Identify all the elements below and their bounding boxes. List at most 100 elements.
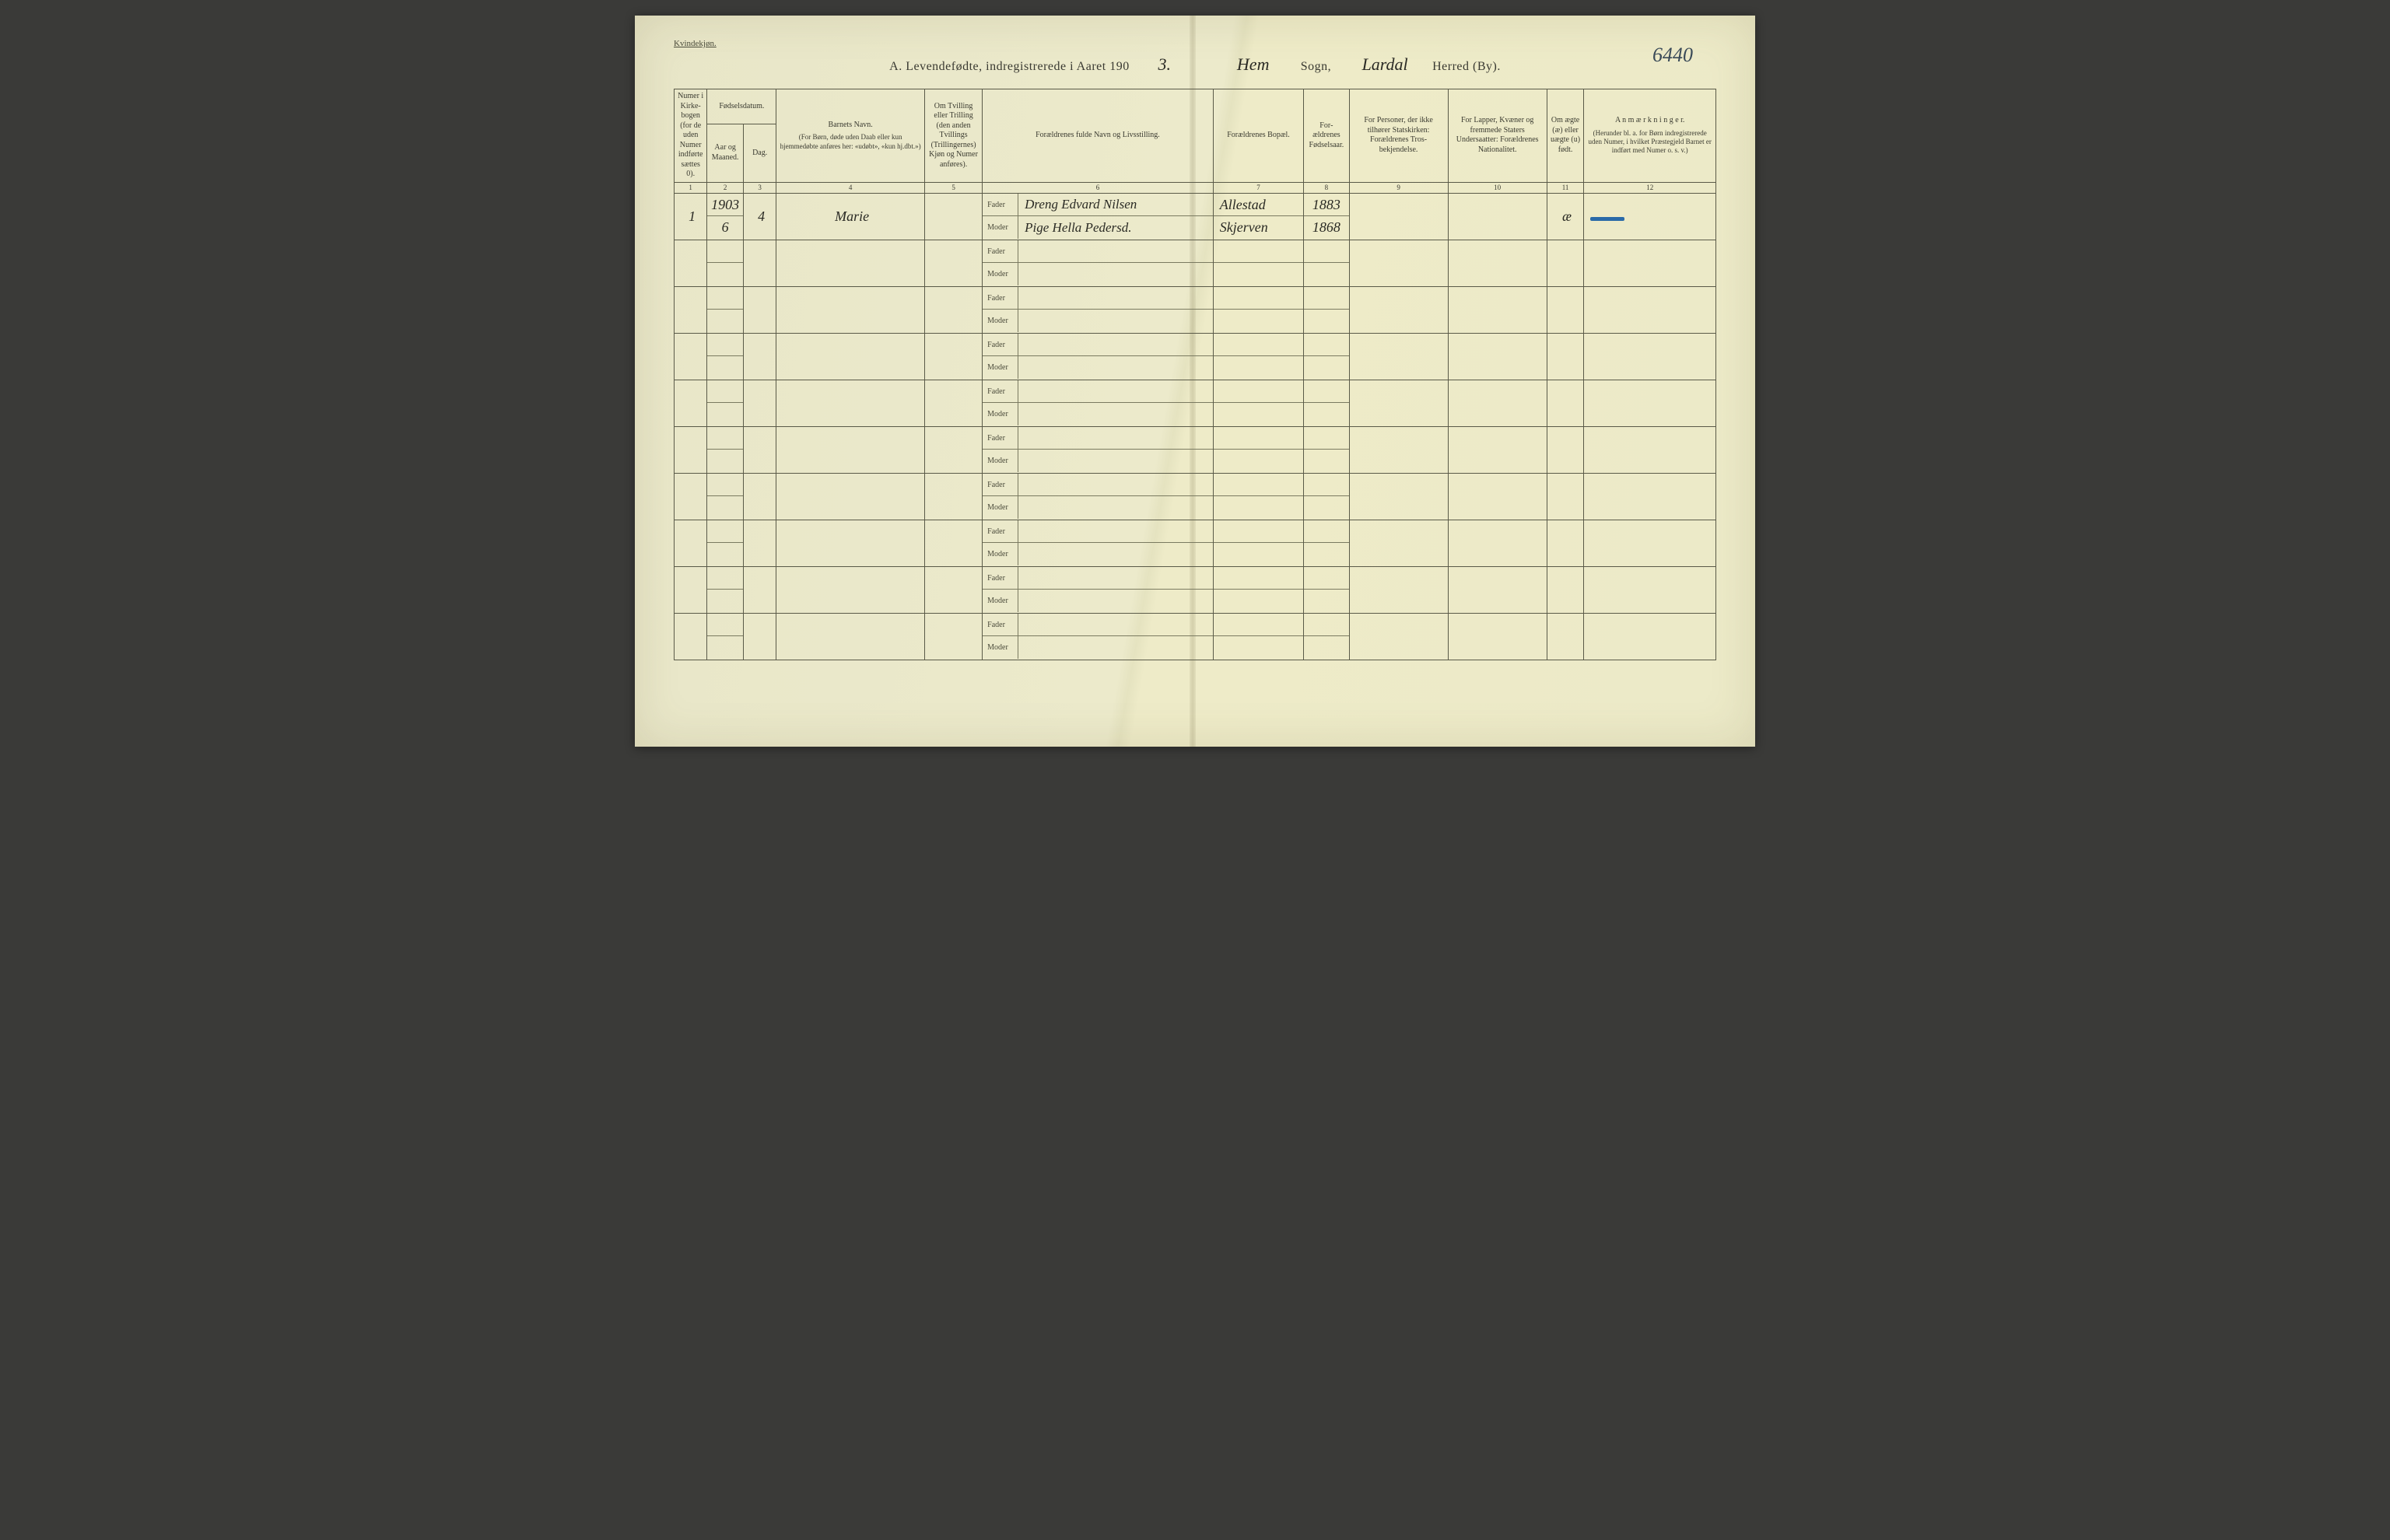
parents-cell: FaderModer — [983, 380, 1214, 426]
cell — [1349, 380, 1448, 426]
cell — [743, 426, 776, 473]
cell — [776, 426, 925, 473]
remarks-cell — [1584, 240, 1716, 286]
cell — [776, 240, 925, 286]
cell — [675, 426, 707, 473]
cell — [1213, 566, 1304, 613]
remarks-cell — [1584, 380, 1716, 426]
cell — [1547, 473, 1584, 520]
header-col-4: Barnets Navn. (For Børn, døde uden Daab … — [776, 89, 925, 183]
blue-pencil-mark — [1590, 217, 1624, 221]
cell — [1213, 426, 1304, 473]
parents-cell: FaderModer — [983, 240, 1214, 286]
cell — [1349, 566, 1448, 613]
table-row: FaderModer — [675, 380, 1716, 426]
cell — [707, 426, 744, 473]
parents-cell: FaderModer — [983, 613, 1214, 660]
cell — [1547, 240, 1584, 286]
cell — [925, 286, 983, 333]
cell — [1448, 333, 1547, 380]
cell — [1304, 426, 1349, 473]
parents-cell: FaderModer — [983, 286, 1214, 333]
fader-label: Fader — [983, 240, 1018, 262]
cell — [1213, 520, 1304, 566]
fader-label: Fader — [983, 614, 1018, 635]
cell — [743, 286, 776, 333]
header-col-9: For Personer, der ikke tilhører Statskir… — [1349, 89, 1448, 183]
cell — [675, 566, 707, 613]
cell — [1213, 613, 1304, 660]
cell: AllestadSkjerven — [1213, 193, 1304, 240]
fader-label: Fader — [983, 520, 1018, 542]
cell — [1349, 240, 1448, 286]
parents-cell: FaderModer — [983, 426, 1214, 473]
cell — [707, 473, 744, 520]
cell — [675, 380, 707, 426]
remarks-cell — [1584, 520, 1716, 566]
document-page: Kvindekjøn. 6440 A. Levendefødte, indreg… — [635, 16, 1755, 747]
cell — [925, 333, 983, 380]
fader-label: Fader — [983, 334, 1018, 355]
cell — [925, 426, 983, 473]
fader-label: Fader — [983, 474, 1018, 495]
cell — [1448, 426, 1547, 473]
cell — [707, 286, 744, 333]
table-row: FaderModer — [675, 240, 1716, 286]
colnum: 10 — [1448, 182, 1547, 193]
moder-label: Moder — [983, 590, 1018, 612]
cell — [776, 520, 925, 566]
table-row: FaderModer — [675, 333, 1716, 380]
cell — [1448, 240, 1547, 286]
cell — [675, 613, 707, 660]
cell — [675, 333, 707, 380]
moder-label: Moder — [983, 543, 1018, 565]
cell — [1547, 426, 1584, 473]
cell — [925, 520, 983, 566]
header-col-1: Numer i Kirke­bogen (for de uden Numer i… — [675, 89, 707, 183]
table-row: FaderModer — [675, 613, 1716, 660]
fader-label: Fader — [983, 380, 1018, 402]
parents-cell: FaderModer — [983, 473, 1214, 520]
colnum: 9 — [1349, 182, 1448, 193]
cell — [707, 520, 744, 566]
cell — [1448, 520, 1547, 566]
cell — [707, 613, 744, 660]
cell — [1349, 426, 1448, 473]
cell — [925, 193, 983, 240]
cell — [1547, 286, 1584, 333]
table-row: FaderModer — [675, 566, 1716, 613]
cell — [1304, 286, 1349, 333]
cell — [776, 380, 925, 426]
fader-label: Fader — [983, 567, 1018, 589]
form-title: A. Levendefødte, indregistrerede i Aaret… — [674, 54, 1716, 75]
cell — [675, 473, 707, 520]
remarks-cell — [1584, 426, 1716, 473]
cell — [707, 566, 744, 613]
header-col-7: Forældrenes Bopæl. — [1213, 89, 1304, 183]
colnum: 3 — [743, 182, 776, 193]
cell: 19036 — [707, 193, 744, 240]
moder-label: Moder — [983, 356, 1018, 379]
cell — [1349, 286, 1448, 333]
cell — [925, 473, 983, 520]
fader-label: Fader — [983, 287, 1018, 309]
column-numbers-row: 1 2 3 4 5 6 7 8 9 10 11 12 — [675, 182, 1716, 193]
fader-value: Dreng Edvard Nilsen — [1018, 197, 1137, 212]
header-c4-top: Barnets Navn. — [780, 121, 921, 131]
cell — [1304, 333, 1349, 380]
cell — [707, 380, 744, 426]
moder-label: Moder — [983, 496, 1018, 519]
moder-label: Moder — [983, 310, 1018, 332]
remarks-cell — [1584, 193, 1716, 240]
colnum: 5 — [925, 182, 983, 193]
cell: æ — [1547, 193, 1584, 240]
cell: 4 — [743, 193, 776, 240]
cell: 18831868 — [1304, 193, 1349, 240]
cell — [743, 566, 776, 613]
cell — [675, 240, 707, 286]
header-col-10: For Lapper, Kvæner og fremmede Staters U… — [1448, 89, 1547, 183]
header-col-3: Dag. — [743, 124, 776, 182]
ledger-table: Numer i Kirke­bogen (for de uden Numer i… — [674, 89, 1716, 660]
cell — [743, 240, 776, 286]
cell — [675, 286, 707, 333]
